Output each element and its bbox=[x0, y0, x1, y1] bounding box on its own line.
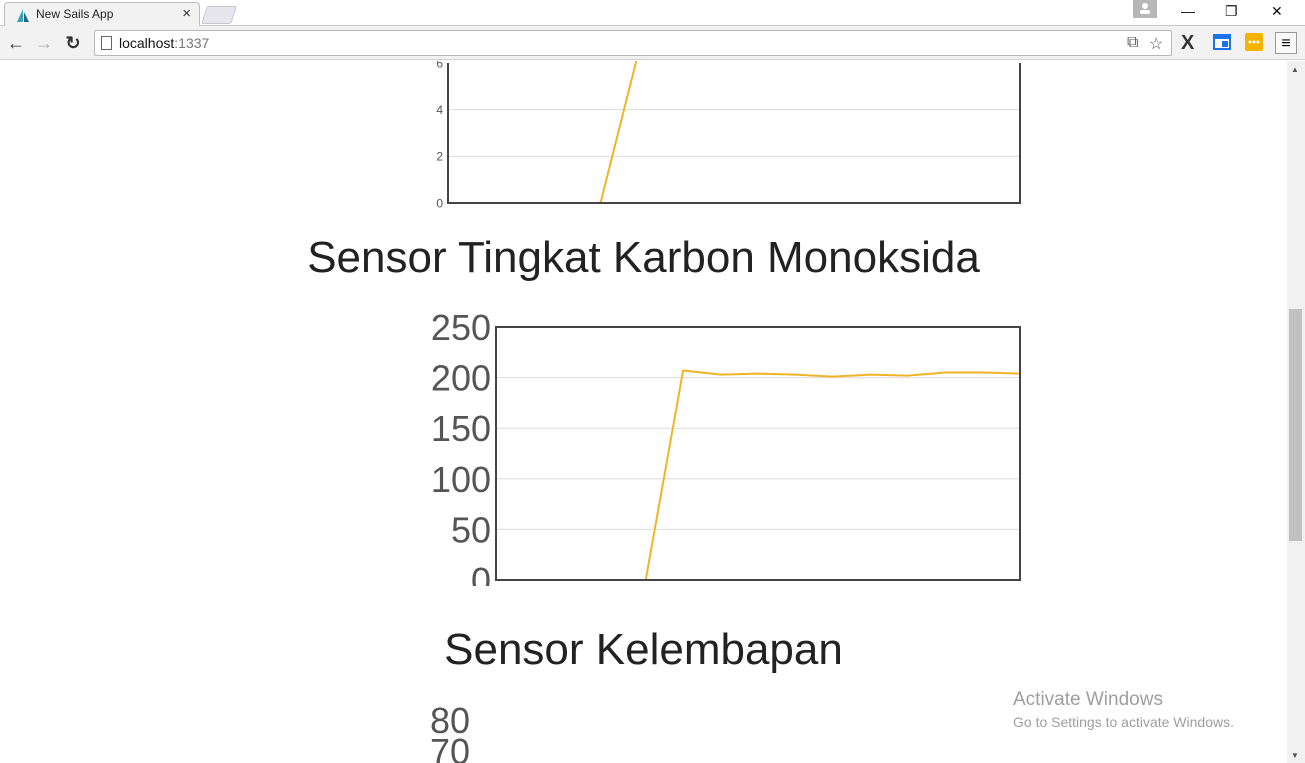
url-port: :1337 bbox=[174, 35, 210, 51]
data-series-line bbox=[496, 369, 1021, 581]
new-tab-button[interactable] bbox=[201, 6, 237, 24]
url-text: localhost:1337 bbox=[119, 35, 209, 51]
humidity-sensor-title: Sensor Kelembapan bbox=[444, 625, 843, 674]
page-content: 0 2 4 6 Sensor Tingkat Karbon Monoksida 0 50… bbox=[0, 61, 1287, 763]
user-profile-icon[interactable] bbox=[1133, 0, 1157, 18]
reload-icon[interactable]: ↻ bbox=[65, 33, 81, 53]
scroll-down-arrow-icon[interactable]: ▼ bbox=[1291, 751, 1299, 760]
back-icon[interactable]: ← bbox=[7, 33, 25, 53]
extension-yellow-icon[interactable] bbox=[1244, 32, 1264, 52]
menu-icon[interactable]: ≡ bbox=[1275, 32, 1297, 54]
page-icon bbox=[101, 36, 112, 50]
y-tick-label: 50 bbox=[451, 509, 491, 550]
extension-x-icon[interactable]: X bbox=[1181, 32, 1195, 54]
y-tick-label: 70 bbox=[430, 731, 470, 763]
sails-logo-icon bbox=[17, 9, 29, 22]
plot-frame bbox=[447, 63, 1021, 204]
url-host: localhost bbox=[119, 35, 175, 51]
plot-frame bbox=[495, 326, 1021, 581]
chart-co-sensor: 0 50 100 150 200 250 bbox=[431, 307, 1021, 586]
restore-icon[interactable]: ❐ bbox=[1225, 3, 1238, 19]
y-tick-label: 2 bbox=[436, 150, 443, 164]
y-tick-label: 100 bbox=[431, 459, 491, 500]
tab-close-icon[interactable]: × bbox=[182, 5, 191, 22]
tab-new-sails-app[interactable]: New Sails App × bbox=[4, 2, 200, 26]
extension-window-icon[interactable] bbox=[1212, 32, 1232, 52]
activate-windows-title: Activate Windows bbox=[1013, 689, 1163, 710]
translate-icon[interactable]: ⧉ bbox=[1127, 34, 1139, 51]
y-tick-label: 0 bbox=[471, 560, 491, 586]
forward-icon[interactable]: → bbox=[35, 33, 53, 53]
title-bar: New Sails App × — ❐ ✕ bbox=[0, 0, 1305, 26]
close-window-icon[interactable]: ✕ bbox=[1271, 3, 1283, 19]
tab-title: New Sails App bbox=[36, 7, 114, 21]
co-sensor-title: Sensor Tingkat Karbon Monoksida bbox=[307, 233, 980, 282]
minimize-icon[interactable]: — bbox=[1181, 3, 1195, 19]
chart-previous: 0 2 4 6 bbox=[436, 61, 1021, 210]
scroll-thumb[interactable] bbox=[1289, 309, 1302, 541]
y-tick-label: 0 bbox=[436, 196, 443, 210]
address-bar[interactable]: localhost:1337 ⧉ ☆ bbox=[94, 30, 1172, 56]
scroll-up-arrow-icon[interactable]: ▲ bbox=[1291, 65, 1299, 74]
y-tick-label: 200 bbox=[431, 358, 491, 399]
y-tick-label: 150 bbox=[431, 408, 491, 449]
y-tick-label: 4 bbox=[436, 103, 443, 117]
activate-windows-subtitle: Go to Settings to activate Windows. bbox=[1013, 714, 1234, 730]
vertical-scrollbar[interactable]: ▲ ▼ bbox=[1287, 61, 1305, 763]
data-series-line bbox=[448, 61, 638, 204]
browser-toolbar: ← → ↻ localhost:1337 ⧉ ☆ X ≡ bbox=[0, 26, 1305, 60]
y-tick-label: 80 bbox=[430, 700, 470, 741]
bookmark-star-icon[interactable]: ☆ bbox=[1149, 36, 1164, 53]
y-tick-label: 250 bbox=[431, 307, 491, 348]
y-tick-label: 6 bbox=[436, 61, 443, 70]
